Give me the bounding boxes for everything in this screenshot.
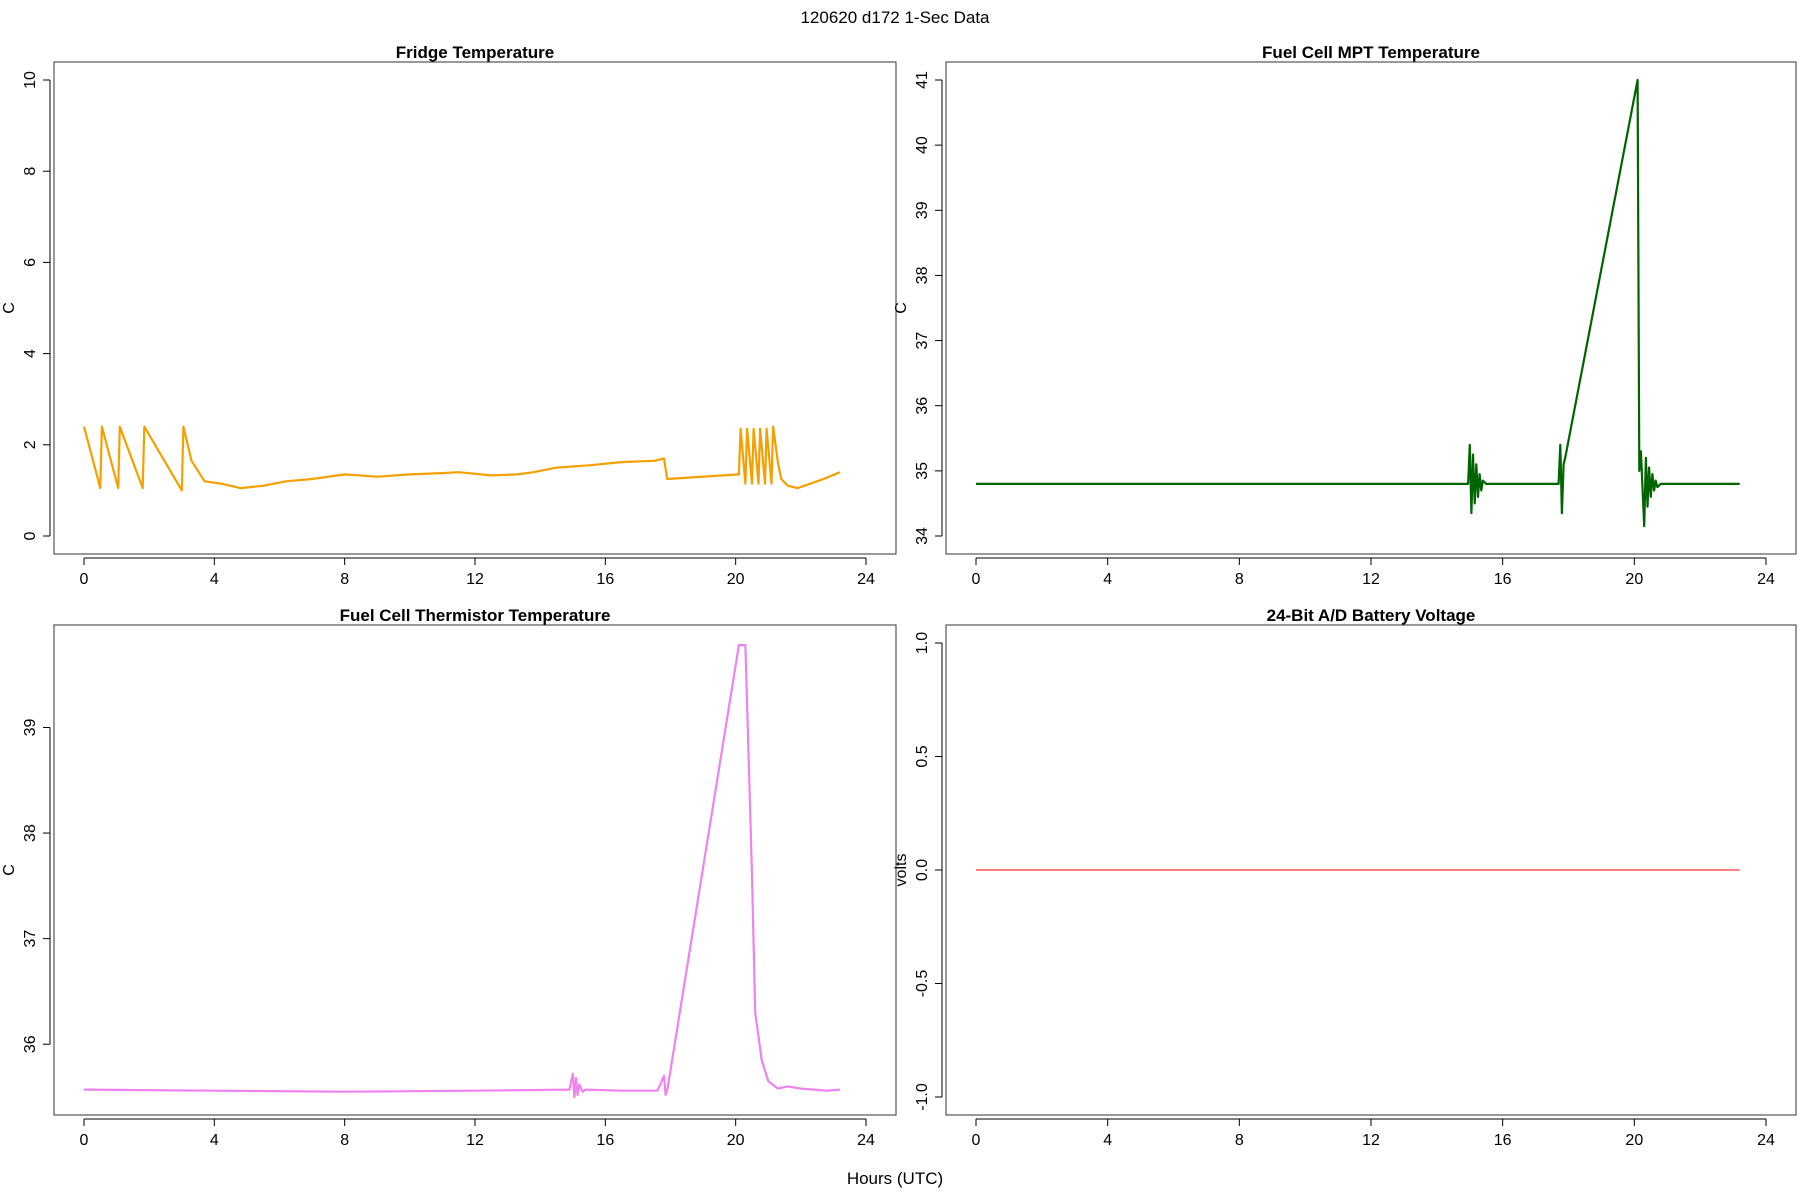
x-tick-label: 0 (80, 1132, 89, 1149)
x-tick-label: 20 (1625, 1132, 1643, 1149)
x-tick-label: 12 (466, 571, 484, 588)
x-tick-label: 8 (340, 571, 349, 588)
y-tick-label: 36 (22, 1035, 39, 1053)
x-tick-label: 24 (857, 1132, 875, 1149)
x-tick-label: 16 (1494, 1132, 1512, 1149)
y-tick-label: 39 (914, 201, 931, 219)
x-tick-label: 24 (1757, 1132, 1775, 1149)
y-tick-label: -1.0 (914, 1083, 931, 1111)
x-tick-label: 4 (210, 571, 219, 588)
y-tick-label: 1.0 (914, 632, 931, 654)
y-axis-label: C (1, 302, 18, 314)
series-line (82, 425, 841, 492)
x-tick-label: 16 (596, 571, 614, 588)
y-tick-label: 34 (914, 527, 931, 545)
y-tick-label: 41 (914, 71, 931, 89)
panel-title: Fridge Temperature (396, 43, 554, 62)
plot-frame (945, 61, 1797, 555)
y-tick-label: 38 (22, 824, 39, 842)
x-tick-label: 0 (972, 571, 981, 588)
y-axis-label: C (893, 302, 910, 314)
y-tick-label: 37 (22, 930, 39, 948)
y-tick-label: 39 (22, 718, 39, 736)
y-tick-label: 37 (914, 332, 931, 350)
x-tick-label: 20 (727, 1132, 745, 1149)
y-tick-label: 10 (22, 71, 39, 89)
x-tick-label: 12 (466, 1132, 484, 1149)
panel-fuel-cell-mpt-temperature: Fuel Cell MPT Temperature C 0 4 8 12 16 20 24 34 3… (893, 43, 1797, 588)
panel-battery-voltage: 24-Bit A/D Battery Voltage volts 0 4 8 12 16 20… (893, 606, 1797, 1149)
y-tick-label: 4 (22, 349, 39, 358)
x-tick-label: 0 (972, 1132, 981, 1149)
y-tick-label: 0.5 (914, 745, 931, 767)
x-tick-label: 24 (857, 571, 875, 588)
y-axis-label: C (1, 864, 18, 876)
x-tick-label: 8 (1235, 571, 1244, 588)
y-tick-label: 36 (914, 397, 931, 415)
y-tick-label: 38 (914, 266, 931, 284)
x-tick-label: 24 (1757, 571, 1775, 588)
x-tick-label: 8 (340, 1132, 349, 1149)
y-tick-label: 35 (914, 462, 931, 480)
figure-xlabel: Hours (UTC) (847, 1169, 943, 1188)
x-tick-label: 12 (1362, 571, 1380, 588)
figure-suptitle: 120620 d172 1-Sec Data (800, 8, 990, 27)
panel-fuel-cell-thermistor-temperature: Fuel Cell Thermistor Temperature C 0 4 8 12 16… (1, 606, 897, 1149)
x-tick-label: 0 (80, 571, 89, 588)
plot-frame (53, 61, 897, 555)
y-tick-label: 0.0 (914, 859, 931, 881)
plot-frame (945, 624, 1797, 1116)
x-tick-label: 4 (1103, 571, 1112, 588)
y-tick-label: 2 (22, 440, 39, 449)
x-tick-label: 20 (727, 571, 745, 588)
series-line (976, 78, 1740, 528)
series-line (83, 643, 840, 1099)
x-tick-label: 4 (210, 1132, 219, 1149)
y-tick-label: -0.5 (914, 970, 931, 998)
y-tick-label: 6 (22, 258, 39, 267)
plot-frame (53, 624, 897, 1116)
x-tick-label: 8 (1235, 1132, 1244, 1149)
x-tick-label: 12 (1362, 1132, 1380, 1149)
panel-title: Fuel Cell Thermistor Temperature (340, 606, 611, 625)
x-tick-label: 20 (1625, 571, 1643, 588)
panel-title: Fuel Cell MPT Temperature (1262, 43, 1480, 62)
x-tick-label: 16 (1494, 571, 1512, 588)
y-tick-label: 40 (914, 136, 931, 154)
y-axis-label: volts (893, 854, 910, 887)
panel-title: 24-Bit A/D Battery Voltage (1267, 606, 1476, 625)
y-tick-label: 0 (22, 531, 39, 540)
x-tick-label: 16 (596, 1132, 614, 1149)
y-tick-label: 8 (22, 167, 39, 176)
x-tick-label: 4 (1103, 1132, 1112, 1149)
